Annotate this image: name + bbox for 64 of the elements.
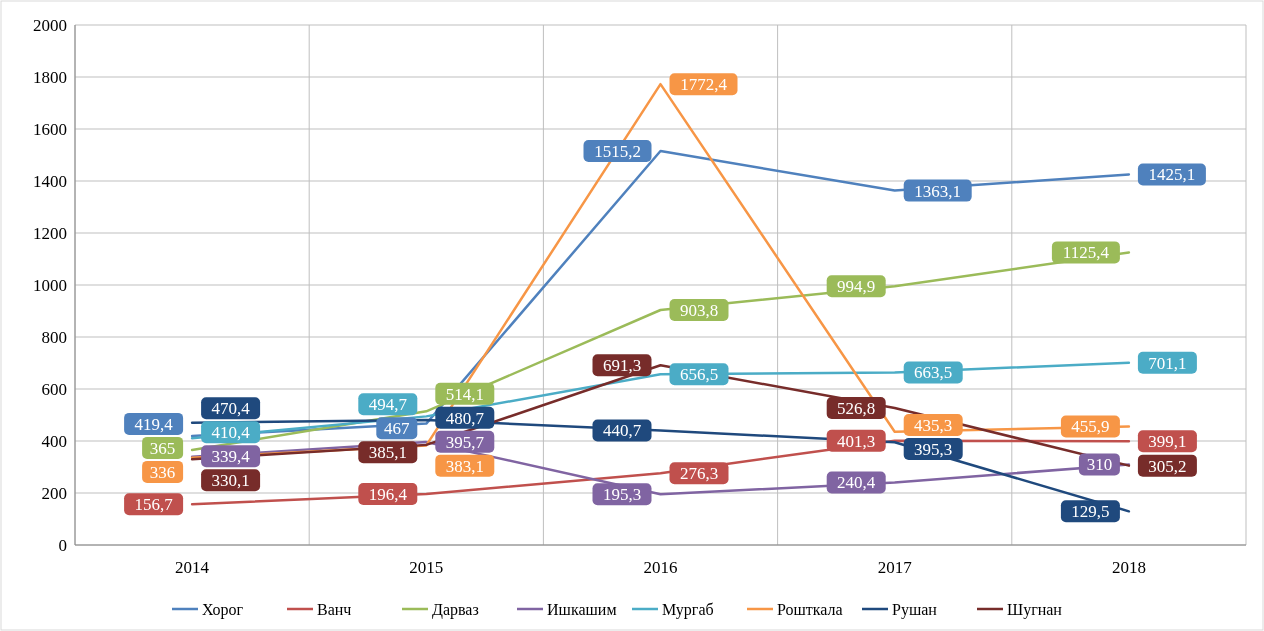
legend-label: Рушан xyxy=(892,600,938,619)
data-label: 156,7 xyxy=(134,495,174,515)
y-tick-label: 1000 xyxy=(33,275,67,295)
data-label: 310 xyxy=(1086,455,1113,475)
x-tick-label: 2014 xyxy=(175,558,210,577)
y-tick-label: 400 xyxy=(41,431,67,451)
data-label: 410,4 xyxy=(211,423,251,443)
data-label: 129,5 xyxy=(1071,502,1110,522)
data-label: 419,4 xyxy=(134,414,174,434)
legend-label: Дарваз xyxy=(432,600,479,619)
data-label: 656,5 xyxy=(679,365,719,385)
data-label: 401,3 xyxy=(837,431,876,451)
y-tick-label: 1600 xyxy=(33,119,67,139)
y-tick-label: 1400 xyxy=(33,171,67,191)
y-tick-label: 600 xyxy=(41,379,67,399)
legend-label: Рошткала xyxy=(777,600,843,618)
data-label: 494,7 xyxy=(368,395,408,415)
data-label: 305,2 xyxy=(1148,456,1187,476)
data-label: 691,3 xyxy=(602,356,642,376)
y-tick-label: 0 xyxy=(58,535,67,555)
data-label: 1363,1 xyxy=(914,181,962,201)
data-label: 196,4 xyxy=(368,484,408,504)
data-label: 1125,4 xyxy=(1062,243,1110,263)
data-label: 385,1 xyxy=(368,443,407,463)
x-tick-label: 2015 xyxy=(409,558,444,577)
data-label: 440,7 xyxy=(602,421,642,441)
x-tick-label: 2016 xyxy=(643,558,678,577)
data-label: 455,9 xyxy=(1071,417,1110,437)
data-label: 330,1 xyxy=(211,471,250,491)
data-label: 383,1 xyxy=(445,456,484,476)
data-label: 365 xyxy=(149,438,176,458)
data-label: 195,3 xyxy=(602,485,642,505)
legend-label: Ишкашим xyxy=(547,600,617,618)
legend-label: Мургаб xyxy=(662,600,714,619)
x-tick-label: 2018 xyxy=(1111,558,1146,577)
data-label: 467 xyxy=(384,419,411,439)
legend-label: Хорог xyxy=(202,600,244,619)
y-tick-label: 1800 xyxy=(33,67,67,87)
y-tick-label: 800 xyxy=(41,327,67,347)
data-label: 1772,4 xyxy=(680,75,728,95)
data-label: 395,7 xyxy=(445,432,485,452)
data-label: 1515,2 xyxy=(594,142,641,161)
data-label: 240,4 xyxy=(837,473,876,493)
legend-label: Шугнан xyxy=(1007,600,1063,619)
legend-label: Ванч xyxy=(317,600,352,618)
data-label: 514,1 xyxy=(445,384,484,404)
y-tick-label: 200 xyxy=(41,483,67,503)
data-label: 526,8 xyxy=(837,398,876,418)
y-tick-label: 1200 xyxy=(33,223,67,243)
x-tick-label: 2017 xyxy=(877,558,913,577)
data-label: 276,3 xyxy=(679,464,719,484)
data-label: 1425,1 xyxy=(1148,165,1196,185)
data-label: 395,3 xyxy=(914,439,953,459)
data-label: 994,9 xyxy=(837,277,876,297)
data-label: 399,1 xyxy=(1148,432,1187,452)
data-label: 339,4 xyxy=(211,447,251,467)
data-label: 480,7 xyxy=(445,408,485,428)
data-label: 435,3 xyxy=(914,415,953,435)
data-label: 903,8 xyxy=(679,300,719,320)
data-label: 663,5 xyxy=(914,363,953,383)
data-label: 701,1 xyxy=(1148,353,1187,373)
y-tick-label: 2000 xyxy=(33,15,67,35)
data-label: 470,4 xyxy=(211,399,251,419)
data-label: 336 xyxy=(149,462,176,482)
